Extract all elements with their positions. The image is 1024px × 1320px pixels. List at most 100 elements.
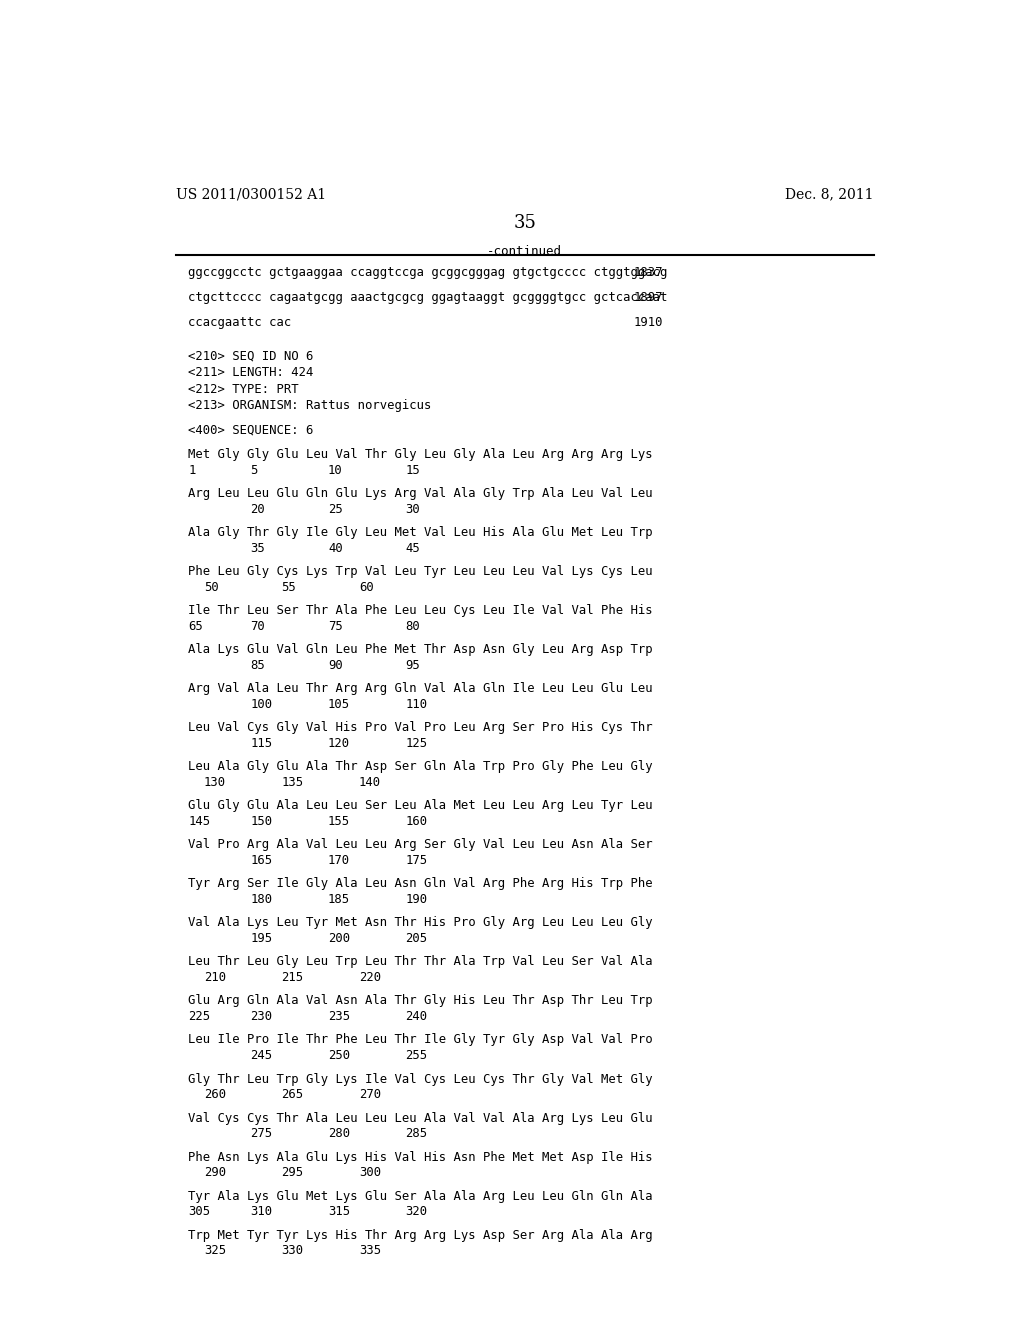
Text: 210: 210: [204, 972, 226, 985]
Text: 315: 315: [328, 1205, 350, 1218]
Text: Val Cys Cys Thr Ala Leu Leu Leu Ala Val Val Ala Arg Lys Leu Glu: Val Cys Cys Thr Ala Leu Leu Leu Ala Val …: [188, 1111, 653, 1125]
Text: 35: 35: [513, 214, 537, 232]
Text: 1: 1: [188, 463, 196, 477]
Text: Dec. 8, 2011: Dec. 8, 2011: [785, 187, 873, 202]
Text: 300: 300: [359, 1167, 381, 1179]
Text: 240: 240: [406, 1010, 428, 1023]
Text: 160: 160: [406, 814, 428, 828]
Text: 190: 190: [406, 894, 428, 906]
Text: 45: 45: [406, 541, 420, 554]
Text: 130: 130: [204, 776, 226, 789]
Text: Arg Leu Leu Glu Gln Glu Lys Arg Val Ala Gly Trp Ala Leu Val Leu: Arg Leu Leu Glu Gln Glu Lys Arg Val Ala …: [188, 487, 653, 500]
Text: 80: 80: [406, 620, 420, 632]
Text: Met Gly Gly Glu Leu Val Thr Gly Leu Gly Ala Leu Arg Arg Arg Lys: Met Gly Gly Glu Leu Val Thr Gly Leu Gly …: [188, 447, 653, 461]
Text: 15: 15: [406, 463, 420, 477]
Text: Gly Thr Leu Trp Gly Lys Ile Val Cys Leu Cys Thr Gly Val Met Gly: Gly Thr Leu Trp Gly Lys Ile Val Cys Leu …: [188, 1073, 653, 1085]
Text: Leu Ala Gly Glu Ala Thr Asp Ser Gln Ala Trp Pro Gly Phe Leu Gly: Leu Ala Gly Glu Ala Thr Asp Ser Gln Ala …: [188, 760, 653, 774]
Text: Glu Arg Gln Ala Val Asn Ala Thr Gly His Leu Thr Asp Thr Leu Trp: Glu Arg Gln Ala Val Asn Ala Thr Gly His …: [188, 994, 653, 1007]
Text: 85: 85: [251, 659, 265, 672]
Text: 305: 305: [188, 1205, 211, 1218]
Text: 195: 195: [251, 932, 272, 945]
Text: 110: 110: [406, 698, 428, 711]
Text: 115: 115: [251, 737, 272, 750]
Text: ggccggcctc gctgaaggaa ccaggtccga gcggcgggag gtgctgcccc ctggtggacg: ggccggcctc gctgaaggaa ccaggtccga gcggcgg…: [188, 267, 668, 280]
Text: US 2011/0300152 A1: US 2011/0300152 A1: [176, 187, 327, 202]
Text: 265: 265: [282, 1088, 303, 1101]
Text: 20: 20: [251, 503, 265, 516]
Text: 215: 215: [282, 972, 303, 985]
Text: -continued: -continued: [487, 244, 562, 257]
Text: 95: 95: [406, 659, 420, 672]
Text: 275: 275: [251, 1127, 272, 1140]
Text: 155: 155: [328, 814, 350, 828]
Text: Trp Met Tyr Tyr Lys His Thr Arg Arg Lys Asp Ser Arg Ala Ala Arg: Trp Met Tyr Tyr Lys His Thr Arg Arg Lys …: [188, 1229, 653, 1242]
Text: 100: 100: [251, 698, 272, 711]
Text: 10: 10: [328, 463, 343, 477]
Text: 220: 220: [359, 972, 381, 985]
Text: Leu Ile Pro Ile Thr Phe Leu Thr Ile Gly Tyr Gly Asp Val Val Pro: Leu Ile Pro Ile Thr Phe Leu Thr Ile Gly …: [188, 1034, 653, 1047]
Text: 55: 55: [282, 581, 296, 594]
Text: ctgcttcccc cagaatgcgg aaactgcgcg ggagtaaggt gcggggtgcc gctcaccaat: ctgcttcccc cagaatgcgg aaactgcgcg ggagtaa…: [188, 290, 668, 304]
Text: 105: 105: [328, 698, 350, 711]
Text: <213> ORGANISM: Rattus norvegicus: <213> ORGANISM: Rattus norvegicus: [188, 399, 432, 412]
Text: Ile Thr Leu Ser Thr Ala Phe Leu Leu Cys Leu Ile Val Val Phe His: Ile Thr Leu Ser Thr Ala Phe Leu Leu Cys …: [188, 605, 653, 616]
Text: 260: 260: [204, 1088, 226, 1101]
Text: 25: 25: [328, 503, 343, 516]
Text: Tyr Ala Lys Glu Met Lys Glu Ser Ala Ala Arg Leu Leu Gln Gln Ala: Tyr Ala Lys Glu Met Lys Glu Ser Ala Ala …: [188, 1189, 653, 1203]
Text: Glu Gly Glu Ala Leu Leu Ser Leu Ala Met Leu Leu Arg Leu Tyr Leu: Glu Gly Glu Ala Leu Leu Ser Leu Ala Met …: [188, 799, 653, 812]
Text: 170: 170: [328, 854, 350, 867]
Text: 335: 335: [359, 1245, 381, 1258]
Text: 325: 325: [204, 1245, 226, 1258]
Text: 35: 35: [251, 541, 265, 554]
Text: 245: 245: [251, 1049, 272, 1063]
Text: 180: 180: [251, 894, 272, 906]
Text: 1897: 1897: [633, 290, 663, 304]
Text: <210> SEQ ID NO 6: <210> SEQ ID NO 6: [188, 350, 313, 363]
Text: 320: 320: [406, 1205, 428, 1218]
Text: 135: 135: [282, 776, 303, 789]
Text: 285: 285: [406, 1127, 428, 1140]
Text: Phe Leu Gly Cys Lys Trp Val Leu Tyr Leu Leu Leu Val Lys Cys Leu: Phe Leu Gly Cys Lys Trp Val Leu Tyr Leu …: [188, 565, 653, 578]
Text: 295: 295: [282, 1167, 303, 1179]
Text: 145: 145: [188, 814, 211, 828]
Text: 230: 230: [251, 1010, 272, 1023]
Text: 1910: 1910: [633, 315, 663, 329]
Text: Phe Asn Lys Ala Glu Lys His Val His Asn Phe Met Met Asp Ile His: Phe Asn Lys Ala Glu Lys His Val His Asn …: [188, 1151, 653, 1164]
Text: Tyr Arg Ser Ile Gly Ala Leu Asn Gln Val Arg Phe Arg His Trp Phe: Tyr Arg Ser Ile Gly Ala Leu Asn Gln Val …: [188, 878, 653, 890]
Text: 1837: 1837: [633, 267, 663, 280]
Text: 40: 40: [328, 541, 343, 554]
Text: 225: 225: [188, 1010, 211, 1023]
Text: Ala Lys Glu Val Gln Leu Phe Met Thr Asp Asn Gly Leu Arg Asp Trp: Ala Lys Glu Val Gln Leu Phe Met Thr Asp …: [188, 643, 653, 656]
Text: 200: 200: [328, 932, 350, 945]
Text: Val Ala Lys Leu Tyr Met Asn Thr His Pro Gly Arg Leu Leu Leu Gly: Val Ala Lys Leu Tyr Met Asn Thr His Pro …: [188, 916, 653, 929]
Text: Leu Val Cys Gly Val His Pro Val Pro Leu Arg Ser Pro His Cys Thr: Leu Val Cys Gly Val His Pro Val Pro Leu …: [188, 721, 653, 734]
Text: 250: 250: [328, 1049, 350, 1063]
Text: 270: 270: [359, 1088, 381, 1101]
Text: 235: 235: [328, 1010, 350, 1023]
Text: 330: 330: [282, 1245, 303, 1258]
Text: 165: 165: [251, 854, 272, 867]
Text: <212> TYPE: PRT: <212> TYPE: PRT: [188, 383, 299, 396]
Text: 60: 60: [359, 581, 374, 594]
Text: Arg Val Ala Leu Thr Arg Arg Gln Val Ala Gln Ile Leu Leu Glu Leu: Arg Val Ala Leu Thr Arg Arg Gln Val Ala …: [188, 682, 653, 696]
Text: 125: 125: [406, 737, 428, 750]
Text: 205: 205: [406, 932, 428, 945]
Text: Leu Thr Leu Gly Leu Trp Leu Thr Thr Ala Trp Val Leu Ser Val Ala: Leu Thr Leu Gly Leu Trp Leu Thr Thr Ala …: [188, 956, 653, 969]
Text: 90: 90: [328, 659, 343, 672]
Text: 65: 65: [188, 620, 203, 632]
Text: <400> SEQUENCE: 6: <400> SEQUENCE: 6: [188, 424, 313, 437]
Text: <211> LENGTH: 424: <211> LENGTH: 424: [188, 366, 313, 379]
Text: 70: 70: [251, 620, 265, 632]
Text: 50: 50: [204, 581, 219, 594]
Text: 75: 75: [328, 620, 343, 632]
Text: 30: 30: [406, 503, 420, 516]
Text: 185: 185: [328, 894, 350, 906]
Text: Ala Gly Thr Gly Ile Gly Leu Met Val Leu His Ala Glu Met Leu Trp: Ala Gly Thr Gly Ile Gly Leu Met Val Leu …: [188, 525, 653, 539]
Text: ccacgaattc cac: ccacgaattc cac: [188, 315, 292, 329]
Text: Val Pro Arg Ala Val Leu Leu Arg Ser Gly Val Leu Leu Asn Ala Ser: Val Pro Arg Ala Val Leu Leu Arg Ser Gly …: [188, 838, 653, 851]
Text: 150: 150: [251, 814, 272, 828]
Text: 255: 255: [406, 1049, 428, 1063]
Text: 140: 140: [359, 776, 381, 789]
Text: 175: 175: [406, 854, 428, 867]
Text: 120: 120: [328, 737, 350, 750]
